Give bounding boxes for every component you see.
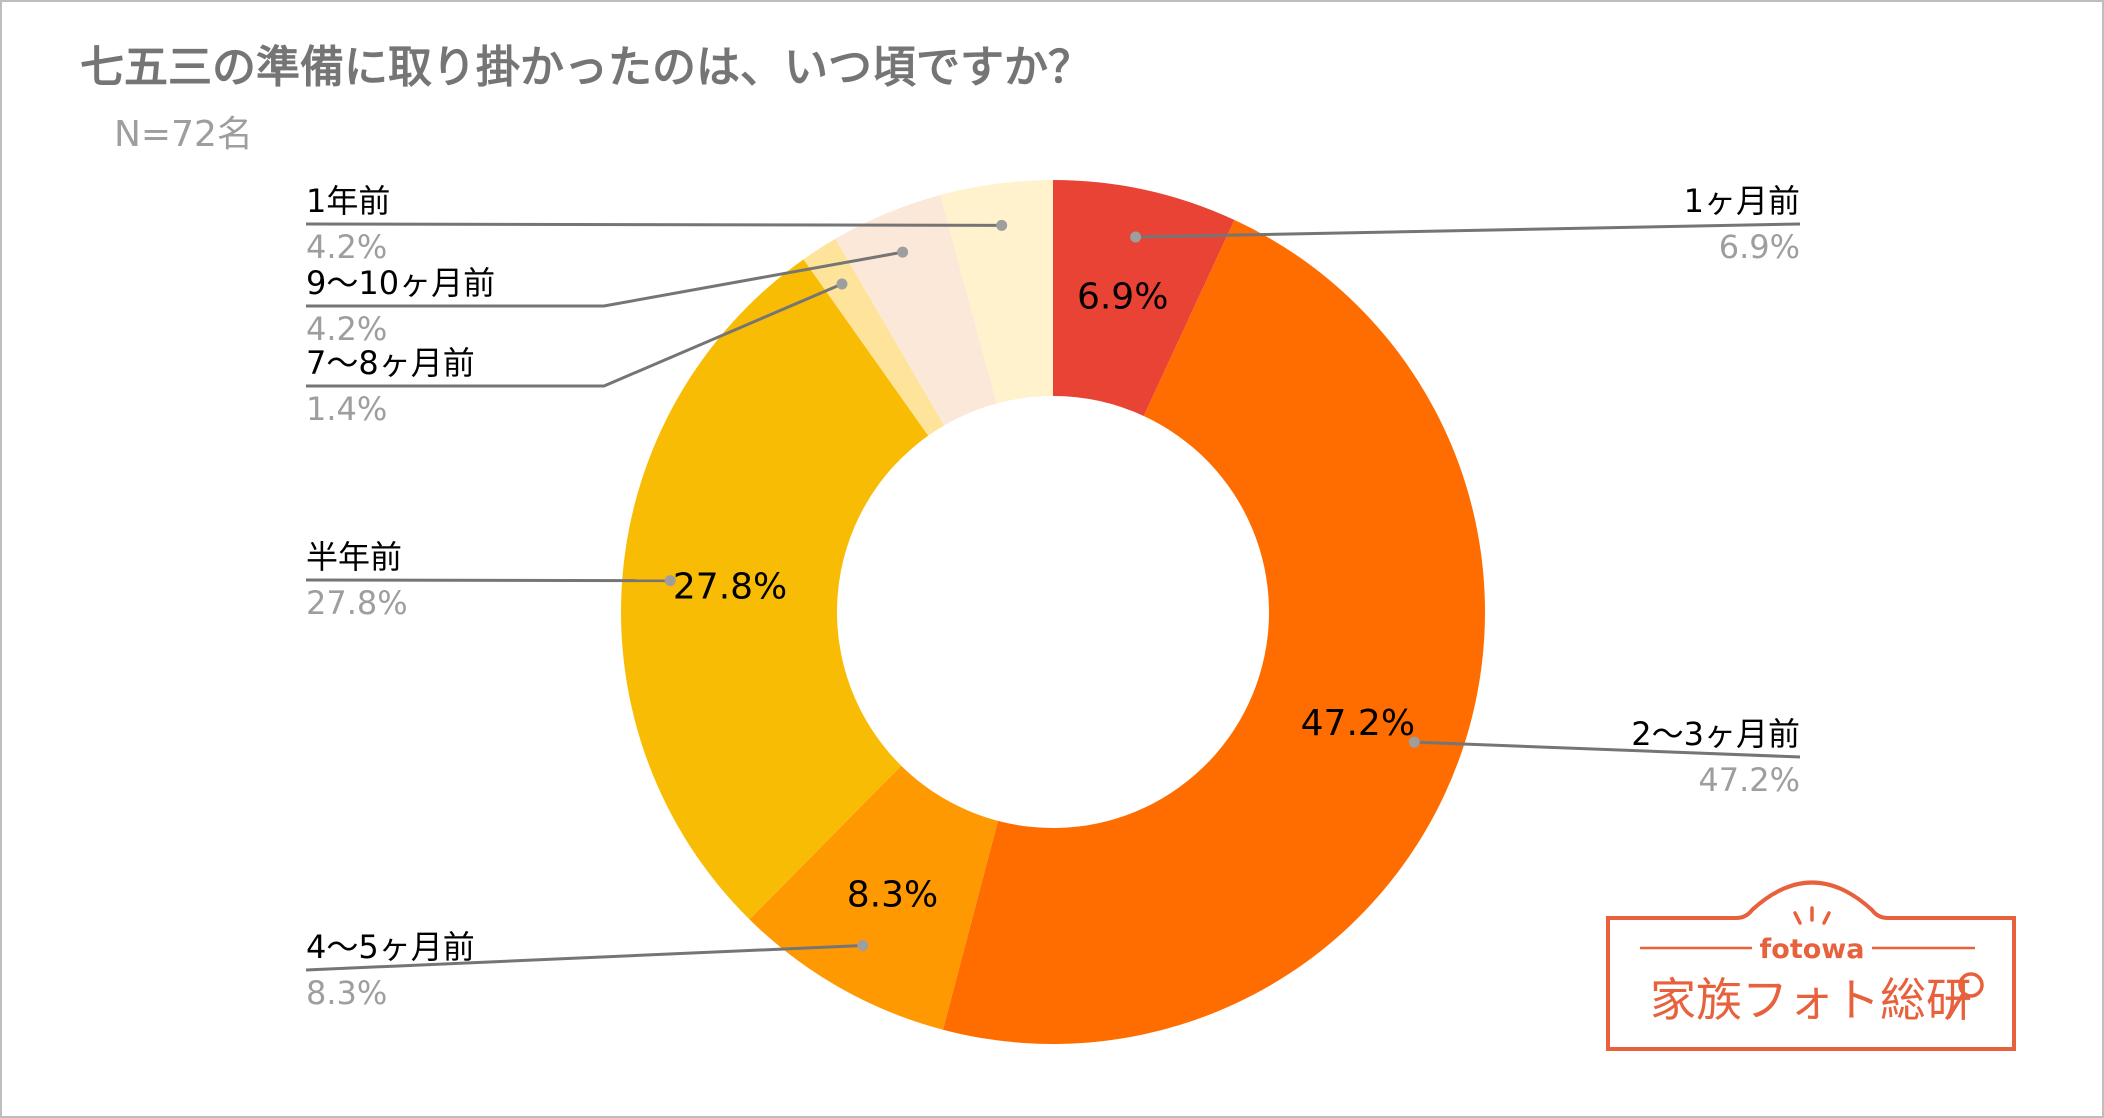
slice-4-5ke月前 — [749, 765, 998, 1030]
category-percent-7-8ke月前: 1.4% — [306, 390, 387, 428]
slice-9-10ke月前 — [835, 194, 997, 426]
leader-dot-7-8ke月前 — [836, 278, 848, 290]
leader-line-4-5ke月前 — [305, 944, 863, 972]
sun-rays-icon — [1793, 906, 1831, 925]
logo-brand-text: fotowa — [1760, 934, 1865, 965]
leader-line-9-10ke月前 — [306, 250, 903, 308]
leader-dot-2-3ke月前 — [1408, 736, 1420, 748]
leader-dot-半年前 — [664, 575, 676, 587]
fotowa-logo: fotowa 家族フォト総研 — [1606, 880, 2016, 1051]
category-percent-2-3ke月前: 47.2% — [1698, 761, 1800, 799]
slice-value-label-2-3ke月前: 47.2% — [1301, 703, 1415, 744]
category-label-4-5ke月前: 4〜5ヶ月前 — [306, 928, 475, 966]
slice-1年前 — [940, 180, 1053, 404]
chart-title: 七五三の準備に取り掛かったのは、いつ頃ですか？ — [80, 42, 1092, 93]
leader-line-7-8ke月前 — [306, 282, 843, 388]
category-label-9-10ke月前: 9〜10ヶ月前 — [306, 264, 495, 302]
slice-value-labels: 6.9% 47.2% 8.3% 27.8% — [673, 277, 1415, 916]
category-percent-1ke月前: 6.9% — [1719, 228, 1800, 266]
leader-dot-9-10ke月前 — [897, 246, 909, 258]
logo-frame — [1606, 880, 2016, 1051]
logo-name-text: 家族フォト総研 — [1650, 973, 1972, 1027]
slice-value-label-半年前: 27.8% — [673, 567, 787, 608]
chart-subtitle: N=72名 — [114, 114, 253, 155]
category-label-1ke月前: 1ヶ月前 — [1684, 182, 1800, 220]
leader-line-半年前 — [305, 578, 671, 583]
category-percent-半年前: 27.8% — [306, 584, 408, 622]
leader-line-2-3ke月前 — [1414, 740, 1801, 759]
category-percent-1年前: 4.2% — [306, 228, 387, 266]
category-percent-4-5ke月前: 8.3% — [306, 974, 387, 1012]
slice-2-3ke月前 — [942, 219, 1485, 1044]
category-label-2-3ke月前: 2〜3ヶ月前 — [1631, 715, 1800, 753]
category-label-1年前: 1年前 — [306, 182, 390, 220]
slice-1ke月前 — [1053, 180, 1235, 416]
leader-line-1年前 — [305, 222, 1002, 227]
leader-dot-1年前 — [996, 219, 1008, 231]
magnifier-icon — [1947, 972, 1984, 1019]
leader-dot-1ke月前 — [1130, 231, 1142, 243]
leader-dot-4-5ke月前 — [857, 940, 869, 952]
outside-labels: 1ヶ月前 6.9% 2〜3ヶ月前 47.2% 4〜5ヶ月前 8.3% 半年前 27.8% 7〜8… — [306, 182, 1800, 1012]
category-label-半年前: 半年前 — [306, 538, 402, 576]
slice-value-label-4-5ke月前: 8.3% — [847, 874, 938, 915]
leader-line-1ke月前 — [1135, 222, 1801, 239]
slice-value-label-1ke月前: 6.9% — [1077, 277, 1168, 318]
category-label-7-8ke月前: 7〜8ヶ月前 — [306, 344, 475, 382]
leader-lines — [305, 219, 1801, 972]
category-percent-9-10ke月前: 4.2% — [306, 310, 387, 348]
slice-半年前 — [621, 259, 929, 920]
